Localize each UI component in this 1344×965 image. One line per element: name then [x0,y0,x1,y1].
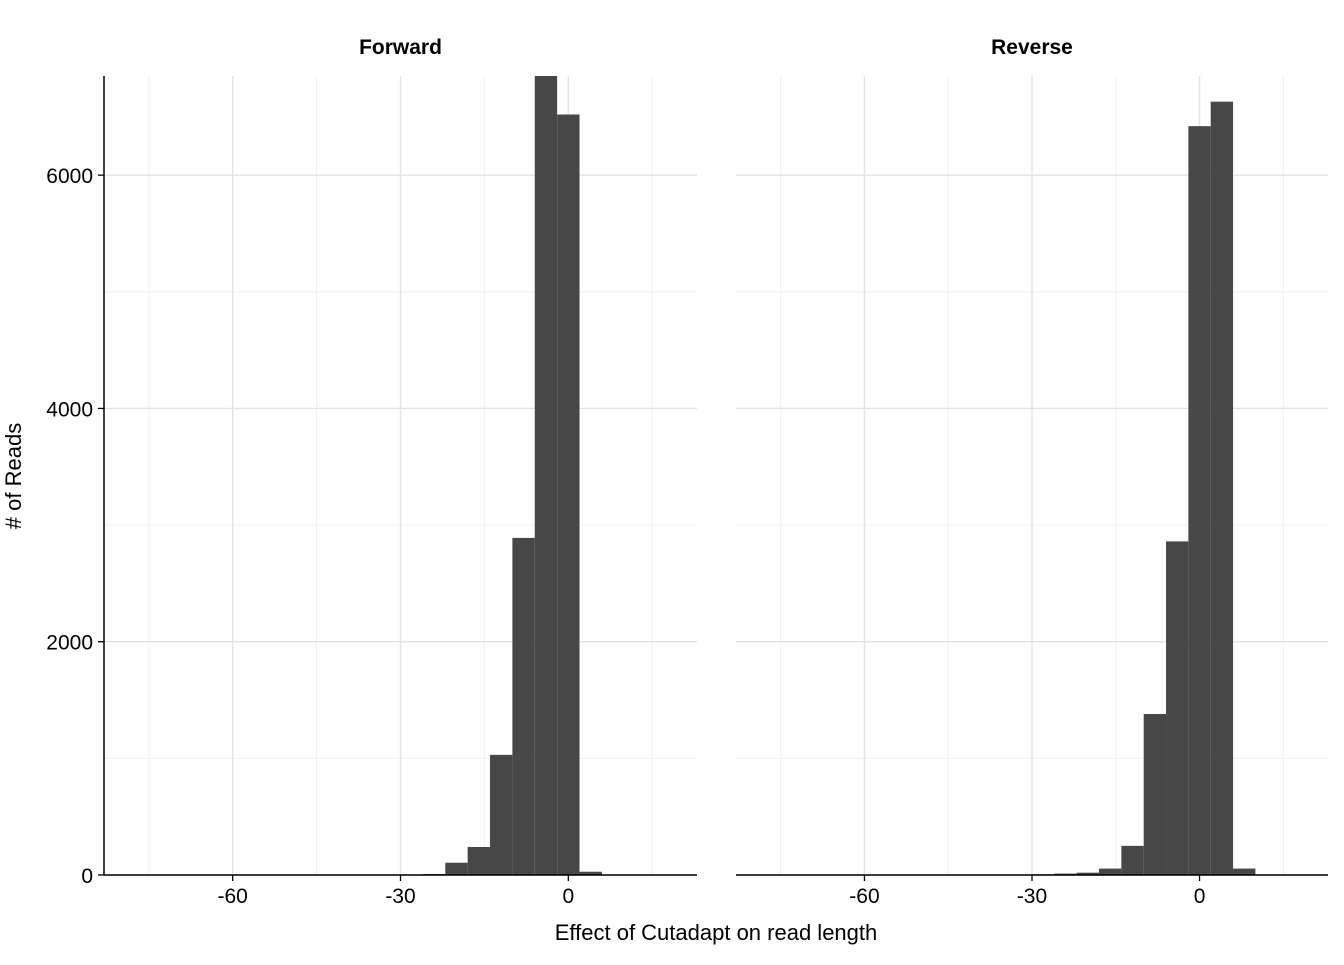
x-tick-label: 0 [562,885,574,908]
histogram-bar-reverse [1121,845,1144,875]
histogram-bar-reverse [1233,868,1256,875]
x-tick-label: -60 [217,885,247,908]
x-tick-label: -30 [385,885,415,908]
x-tick-label: 0 [1194,885,1206,908]
histogram-bar-reverse [1099,868,1122,875]
histogram-bar-reverse [1076,872,1100,875]
histogram-bar-forward [467,847,491,875]
y-tick-label: 0 [81,865,93,888]
panel-title-reverse: Reverse [991,36,1073,59]
histogram-bar-forward [579,871,602,875]
histogram-bar-forward [557,114,580,876]
histogram-bar-forward [445,862,468,875]
x-tick-label: -30 [1017,885,1047,908]
x-axis-title: Effect of Cutadapt on read length [555,920,878,945]
histogram-bar-forward [490,754,513,875]
histogram-bar-reverse [1143,714,1167,875]
y-tick-label: 4000 [46,398,93,421]
panel-title-forward: Forward [359,36,442,59]
histogram-bar-reverse [1166,541,1189,875]
histogram-bar-forward [534,76,558,875]
y-axis-title: # of Reads [1,423,26,529]
y-tick-label: 2000 [46,632,93,655]
y-tick-label: 6000 [46,165,93,188]
histogram-bar-forward [512,537,535,875]
x-tick-label: -60 [849,885,879,908]
histogram-bar-reverse [1188,126,1211,876]
histogram-bar-reverse [1210,101,1234,875]
